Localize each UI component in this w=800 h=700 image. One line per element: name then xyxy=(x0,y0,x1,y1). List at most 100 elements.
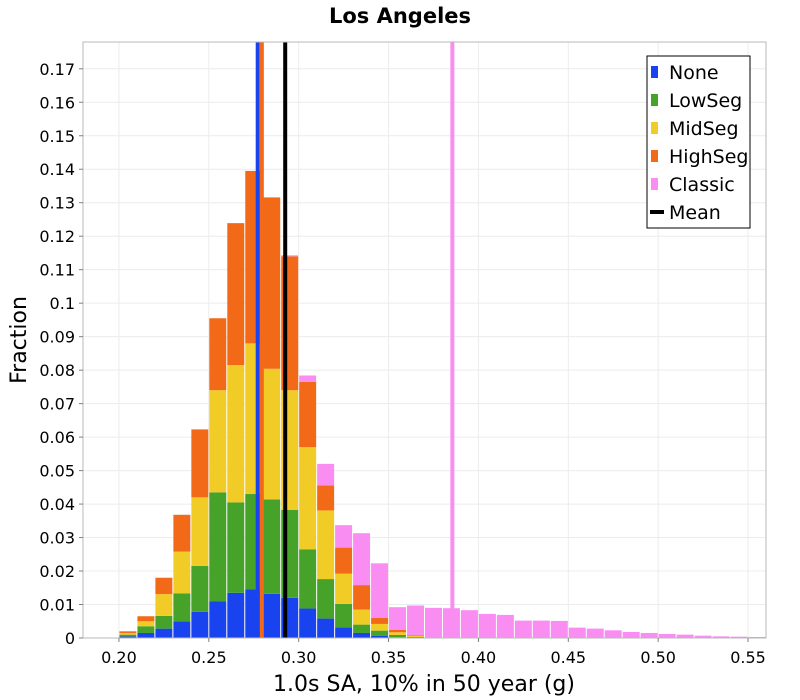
y-tick-label: 0.15 xyxy=(39,127,75,146)
bar-highseg xyxy=(209,318,227,391)
y-tick-label: 0.11 xyxy=(39,261,75,280)
bar-classic xyxy=(604,630,622,638)
bar-classic xyxy=(730,636,748,638)
x-tick-label: 0.20 xyxy=(101,648,137,667)
mean-lines xyxy=(255,42,455,638)
y-axis-label: Fraction xyxy=(7,296,32,384)
bar-classic xyxy=(263,197,281,198)
bar-classic xyxy=(335,525,353,548)
bar-midseg xyxy=(119,632,137,635)
legend-swatch-highseg xyxy=(651,150,658,162)
bar-lowseg xyxy=(317,579,335,619)
bar-none xyxy=(353,632,371,638)
bar-classic xyxy=(299,375,317,382)
y-tick-label: 0.16 xyxy=(39,93,75,112)
legend: None LowSeg MidSeg HighSeg Classic Mean xyxy=(646,55,751,229)
y-tick-label: 0.17 xyxy=(39,60,75,79)
bar-none xyxy=(371,635,389,638)
bar-highseg xyxy=(407,635,424,636)
y-tick-label: 0.06 xyxy=(39,428,75,447)
bar-classic xyxy=(640,632,658,638)
bar-classic xyxy=(425,607,442,638)
y-tick-label: 0.12 xyxy=(39,227,75,246)
legend-label: HighSeg xyxy=(669,146,748,168)
y-tick-label: 0 xyxy=(65,629,75,648)
y-tick-label: 0.05 xyxy=(39,462,75,481)
bar-highseg xyxy=(371,617,389,624)
bar-classic xyxy=(532,620,550,638)
bar-none xyxy=(263,593,281,638)
bar-classic xyxy=(371,563,389,618)
y-tick-label: 0.14 xyxy=(39,160,75,179)
x-tick-label: 0.45 xyxy=(550,648,586,667)
bar-lowseg xyxy=(209,492,227,602)
bar-none xyxy=(209,601,227,638)
bar-none xyxy=(137,632,155,638)
legend-label: LowSeg xyxy=(669,90,742,112)
bar-highseg xyxy=(317,485,335,511)
bar-classic xyxy=(694,635,712,638)
y-tick-label: 0.03 xyxy=(39,529,75,548)
y-axis-ticks: 0 0.01 0.02 0.03 0.04 0.05 0.06 0.07 0.08 0.09 0.1… xyxy=(39,60,83,648)
bar-classic xyxy=(389,607,407,630)
bar-classic xyxy=(550,620,568,638)
bar-classic xyxy=(514,620,532,638)
bar-midseg xyxy=(299,447,317,550)
bar-none xyxy=(227,592,245,638)
x-tick-label: 0.50 xyxy=(640,648,676,667)
bar-lowseg xyxy=(299,549,317,609)
bar-classic xyxy=(353,533,371,586)
legend-label: Classic xyxy=(669,174,735,196)
bar-lowseg xyxy=(335,603,353,628)
bar-midseg xyxy=(335,573,353,604)
legend-swatch-midseg xyxy=(651,122,658,134)
bar-highseg xyxy=(137,616,155,622)
bar-classic xyxy=(658,633,676,638)
bar-classic xyxy=(712,636,730,638)
bar-midseg xyxy=(137,621,155,627)
bar-none xyxy=(335,627,353,638)
plot-frame xyxy=(82,41,767,639)
bar-highseg xyxy=(191,429,209,498)
bar-classic xyxy=(496,614,514,638)
bar-classic xyxy=(317,463,335,486)
bar-highseg xyxy=(389,629,407,633)
bar-lowseg xyxy=(389,634,407,638)
bar-lowseg xyxy=(191,566,209,612)
x-axis-label: 1.0s SA, 10% in 50 year (g) xyxy=(273,672,575,697)
bar-lowseg xyxy=(119,634,137,637)
bar-classic xyxy=(586,628,604,638)
bar-classic xyxy=(622,631,640,638)
bar-classic xyxy=(568,627,586,638)
bar-none xyxy=(119,636,137,638)
y-tick-label: 0.01 xyxy=(39,596,75,615)
bar-highseg xyxy=(263,197,281,369)
bar-none xyxy=(155,628,173,638)
bar-lowseg xyxy=(407,636,424,638)
y-tick-label: 0.13 xyxy=(39,194,75,213)
y-tick-label: 0.09 xyxy=(39,328,75,347)
bar-lowseg xyxy=(173,593,191,622)
x-tick-label: 0.55 xyxy=(730,648,766,667)
bar-highseg xyxy=(227,223,245,366)
bar-classic xyxy=(407,605,424,636)
bar-midseg xyxy=(317,510,335,580)
bar-midseg xyxy=(227,365,245,503)
bar-midseg xyxy=(191,497,209,567)
bar-highseg xyxy=(119,631,137,633)
bar-lowseg xyxy=(353,624,371,633)
bar-classic xyxy=(460,610,478,638)
bar-midseg xyxy=(209,390,227,493)
bar-none xyxy=(191,611,209,638)
y-tick-label: 0.02 xyxy=(39,562,75,581)
bar-lowseg xyxy=(155,615,173,629)
bar-midseg xyxy=(407,635,424,637)
bar-classic xyxy=(478,613,496,638)
bar-highseg xyxy=(299,381,317,448)
bar-none xyxy=(173,621,191,638)
bar-highseg xyxy=(335,547,353,574)
bar-classic xyxy=(281,255,299,257)
y-tick-label: 0.1 xyxy=(50,294,75,313)
bar-midseg xyxy=(155,594,173,616)
